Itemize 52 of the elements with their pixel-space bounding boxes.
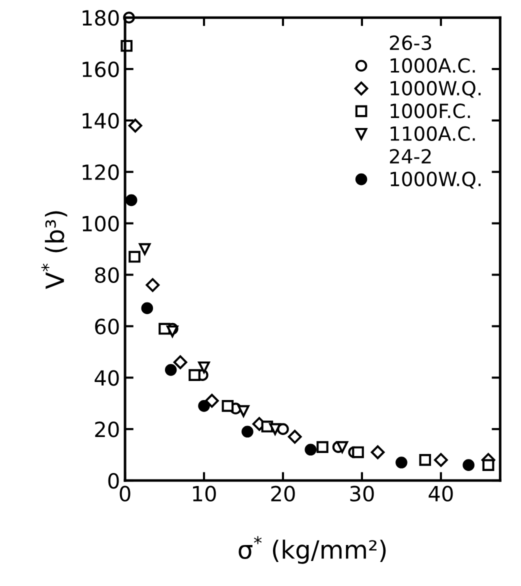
point: [434, 453, 448, 467]
point: [204, 394, 219, 408]
point: [352, 446, 364, 458]
y-tick-label: 80: [95, 267, 119, 283]
point: [125, 194, 138, 206]
y-tick-label: 100: [82, 216, 119, 232]
annotation: 24-2: [390, 148, 431, 164]
point: [396, 456, 408, 468]
y-axis-title: V$^{*}$ (b³): [41, 211, 68, 289]
y-tick-label: 120: [82, 164, 119, 180]
point: [173, 355, 188, 370]
point: [164, 364, 177, 376]
point: [336, 441, 348, 453]
legend-label: 1100A.C.: [390, 126, 475, 141]
annotation: 26-3: [390, 35, 432, 50]
point: [141, 302, 154, 314]
y-tick-label: 40: [94, 370, 119, 386]
x-tick-label: 40: [428, 486, 453, 502]
y-tick-label: 140: [82, 112, 119, 129]
point: [188, 369, 200, 381]
point: [304, 444, 317, 456]
x-tick-label: 20: [271, 486, 295, 502]
point: [482, 459, 494, 471]
point: [288, 430, 302, 444]
y-tick-label: 20: [95, 422, 119, 438]
y-tick-label: 0: [108, 472, 119, 489]
point: [222, 400, 234, 412]
point: [462, 459, 474, 471]
point: [277, 423, 289, 435]
y-tick-label: 180: [82, 10, 119, 26]
legend-label: 1000W.Q.: [390, 80, 481, 98]
point: [146, 278, 160, 292]
point: [238, 405, 250, 417]
point: [242, 426, 254, 438]
point: [166, 325, 178, 338]
point: [419, 454, 432, 466]
point: [198, 400, 210, 412]
point: [198, 361, 210, 374]
x-tick-label: 30: [350, 486, 374, 502]
legend-label: 1000W.Q.: [390, 172, 481, 189]
point: [316, 441, 328, 453]
legend-label: 1000F.C.: [390, 104, 470, 118]
x-tick-label: 0: [120, 486, 130, 502]
y-tick-label: 160: [82, 61, 119, 78]
point: [370, 445, 385, 460]
x-axis-title: σ$^{*}$ (kg/mm²): [238, 536, 386, 564]
x-tick-label: 10: [193, 486, 216, 502]
legend-label: 1000A.C.: [390, 58, 475, 73]
y-tick-label: 60: [95, 318, 119, 334]
point: [128, 250, 140, 263]
point: [138, 243, 151, 255]
point: [128, 118, 142, 133]
